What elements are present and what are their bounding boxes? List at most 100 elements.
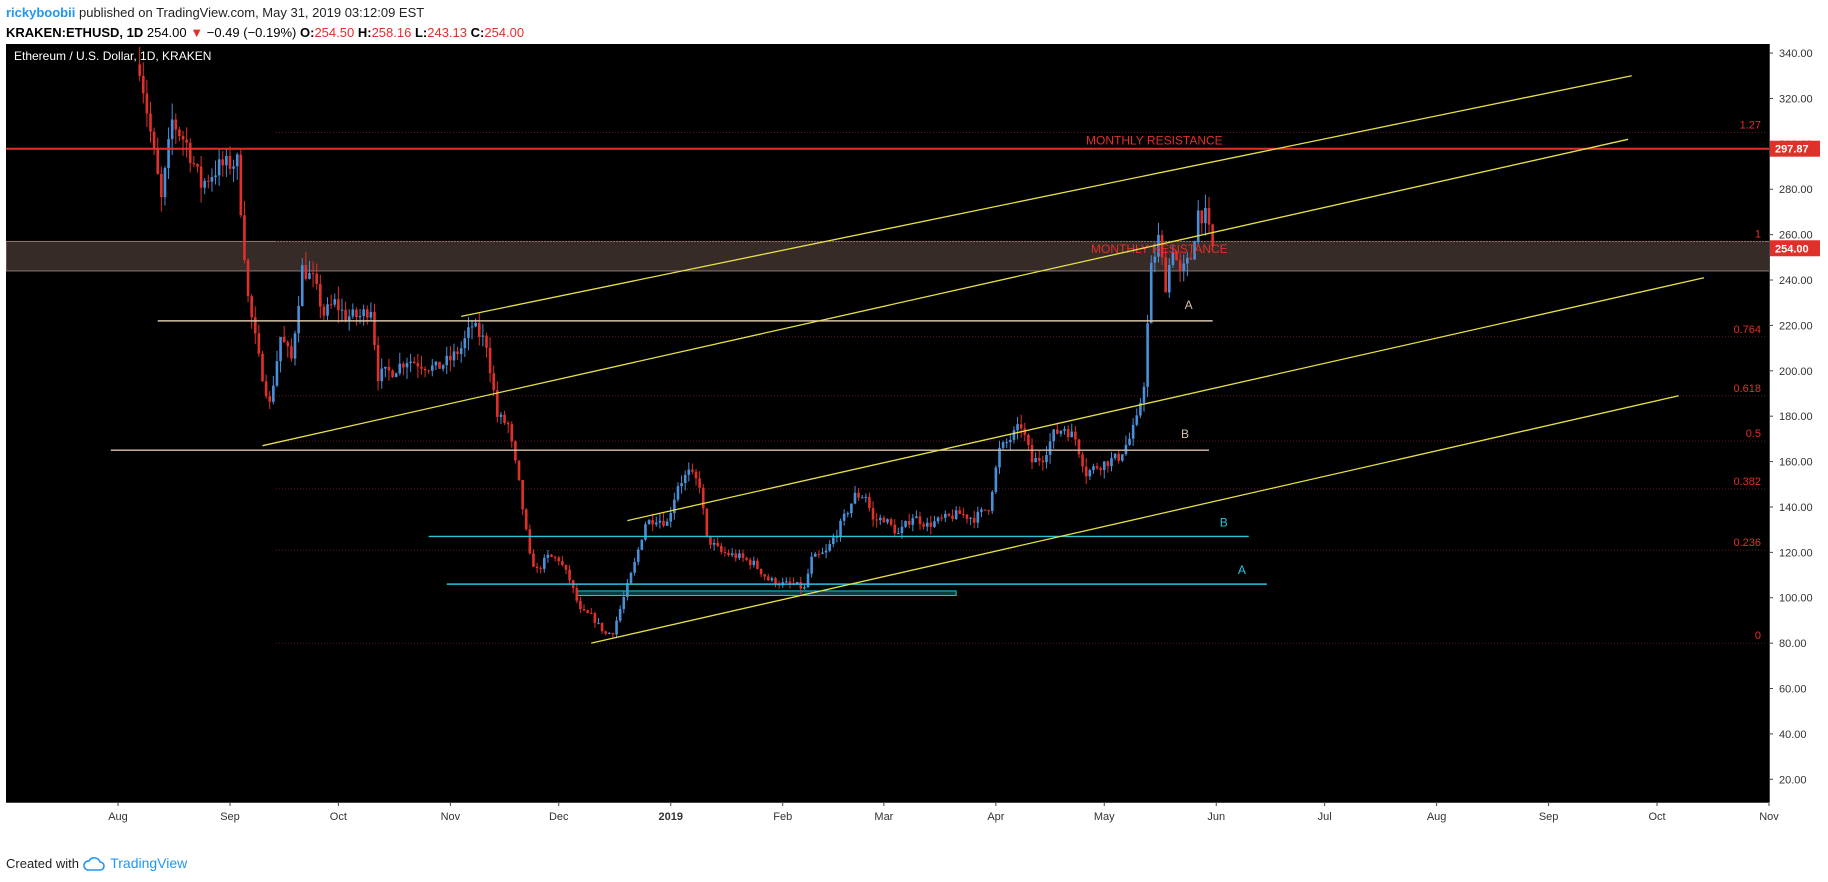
candle [582,604,586,612]
candle-body [488,347,492,374]
close-value: 254.00 [484,25,525,40]
candle-body [199,166,203,188]
candle-body [817,553,821,555]
candle [640,539,644,551]
created-with-text: Created with [6,856,79,871]
candle-body [232,166,235,169]
candle [944,510,947,523]
monthly-resistance-label: MONTHLY RESISTANCE [1086,134,1223,148]
candle [557,556,561,566]
down-arrow-icon: ▼ [190,25,204,40]
candle-body [709,535,712,545]
candle [196,163,199,173]
candle [481,323,485,347]
candle [207,174,210,189]
candle-body [716,542,720,546]
candle-body [391,370,394,378]
candle-body [311,273,315,275]
candle [214,160,217,185]
y-tick-label: 320.00 [1779,93,1813,105]
candle [994,465,998,495]
y-tick-label: 20.00 [1779,774,1807,786]
high-value: 258.16 [371,25,412,40]
candle-body [962,513,965,515]
author-link[interactable]: rickyboobii [6,5,76,20]
candle-body [477,322,481,337]
candle-body [239,154,243,216]
candle-body [958,510,962,514]
candle [665,518,669,527]
candle-body [474,322,477,327]
candle-body [333,299,337,305]
y-tick-label: 160.00 [1779,457,1813,469]
candle-body [1178,260,1182,272]
candle-body [225,156,228,166]
candle [506,420,510,434]
candle [626,578,629,601]
candle-body [774,578,777,585]
candle-body [481,335,485,337]
candle [951,509,954,522]
candle [1048,433,1052,464]
candle-body [293,333,297,359]
candle [456,346,459,360]
y-tick-label: 200.00 [1779,366,1813,378]
candle [1023,422,1027,442]
candle-body [1139,402,1142,416]
candle-body [362,309,365,317]
candle [474,318,477,328]
candle-body [1059,430,1063,434]
candle-body [1066,429,1070,438]
candle-body [654,522,658,525]
candle [593,611,597,628]
price-chart[interactable]: 0 0.236 0.382 0.5 0.618 0.764 1 1.27 MONTHLY RES… [6,44,1822,846]
candle-body [380,368,384,382]
candle-body [430,365,434,371]
y-tick-label: 220.00 [1779,320,1813,332]
candle [868,492,871,512]
candle [532,549,535,567]
candle-body [550,554,553,557]
candle [290,338,293,362]
candle-body [365,309,369,318]
tradingview-brand-link[interactable]: TradingView [110,855,188,871]
candle [499,411,503,424]
candle-body [174,119,178,130]
candle [1117,450,1121,464]
candle-body [842,513,846,521]
price-axis [1769,44,1822,802]
candle [611,632,615,638]
candle [326,297,329,321]
fib-level-label: 0 [1755,630,1761,642]
candle [647,519,651,525]
candle-body [503,414,506,424]
candle [261,350,264,383]
candle [322,303,326,321]
candle-body [1113,453,1117,459]
candle-body [441,365,445,369]
candle [539,565,542,574]
candle-body [647,520,651,525]
candle [1030,438,1034,470]
candle-body [676,486,680,500]
plot-area [6,44,1769,802]
candle [958,506,962,515]
publish-line: rickyboobii published on TradingView.com… [6,3,1816,23]
candle-body [1131,424,1135,439]
candle-body [557,557,561,562]
low-value: 243.13 [427,25,467,40]
symbol-label: KRAKEN:ETHUSD, 1D [6,25,144,40]
candle [355,307,358,326]
candle [272,375,275,405]
candle-body [756,560,759,569]
candle [1175,250,1178,261]
candle-body [1081,454,1084,467]
candle [705,508,709,538]
candle-body [925,522,929,527]
candle [824,543,828,559]
candle [279,336,282,373]
candle [430,359,434,377]
candle-body [795,582,799,584]
candle-body [766,576,770,581]
x-tick-label: Dec [549,811,569,823]
